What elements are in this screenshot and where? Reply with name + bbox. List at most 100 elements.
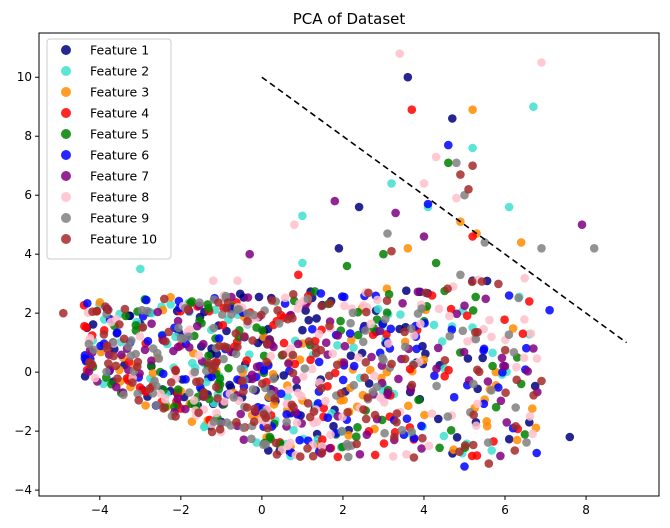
data-point <box>294 270 303 280</box>
data-point <box>516 238 526 247</box>
data-point <box>487 386 496 395</box>
data-point <box>392 417 401 427</box>
data-point <box>400 327 409 337</box>
data-point <box>485 315 494 325</box>
data-point <box>89 345 98 355</box>
data-point <box>406 324 416 334</box>
data-point <box>370 450 380 460</box>
data-point <box>355 450 365 459</box>
data-point <box>508 324 518 333</box>
data-point <box>270 394 280 403</box>
data-point <box>309 407 319 416</box>
data-point <box>303 399 313 408</box>
data-point <box>326 430 335 440</box>
data-point <box>119 390 128 400</box>
data-point <box>298 325 307 335</box>
data-point <box>141 401 150 410</box>
data-point <box>504 330 514 340</box>
data-point <box>400 354 410 364</box>
data-point <box>321 338 331 348</box>
data-point <box>325 444 335 453</box>
data-point <box>432 381 441 391</box>
data-point <box>511 403 520 412</box>
data-point <box>183 304 193 314</box>
legend-box <box>46 38 172 260</box>
data-point <box>390 432 399 442</box>
data-point <box>227 310 236 319</box>
data-point <box>469 379 478 389</box>
data-point <box>135 332 145 341</box>
data-point <box>589 244 599 253</box>
data-point <box>467 451 477 461</box>
data-point <box>483 438 493 447</box>
data-point <box>349 361 359 371</box>
data-point <box>252 362 262 372</box>
data-point <box>409 434 419 443</box>
data-point <box>452 309 462 319</box>
data-point <box>379 249 388 259</box>
data-point <box>330 196 340 206</box>
data-point <box>500 315 509 325</box>
data-point <box>314 357 324 367</box>
data-point <box>231 329 241 338</box>
data-point <box>397 425 407 435</box>
data-point <box>288 368 298 378</box>
data-point <box>280 293 290 303</box>
data-point <box>317 442 327 451</box>
data-point <box>131 349 140 359</box>
data-point <box>293 339 303 349</box>
data-point <box>512 362 521 372</box>
data-point <box>460 301 469 311</box>
data-point <box>520 273 529 283</box>
data-point <box>471 292 481 302</box>
data-point <box>199 422 209 432</box>
y-tick-label: −2 <box>14 424 32 438</box>
data-point <box>368 387 378 397</box>
data-point <box>504 202 514 212</box>
data-points <box>59 49 599 471</box>
data-point <box>312 417 322 427</box>
data-point <box>212 382 221 392</box>
data-point <box>488 348 497 358</box>
data-point <box>254 292 264 302</box>
data-point <box>452 193 461 203</box>
legend-label: Feature 6 <box>90 148 149 163</box>
data-point <box>473 399 482 409</box>
chart-title: PCA of Dataset <box>293 10 406 28</box>
data-point <box>386 324 396 334</box>
legend: Feature 1 Feature 2 Feature 3 Feature 4 Feat… <box>46 38 172 260</box>
data-point <box>176 333 186 343</box>
data-point <box>333 341 342 350</box>
data-point <box>328 349 338 358</box>
data-point <box>500 345 510 355</box>
data-point <box>373 304 383 314</box>
data-point <box>111 361 121 371</box>
data-point <box>303 294 313 304</box>
data-point <box>258 379 267 388</box>
data-point <box>303 444 312 453</box>
data-point <box>352 439 362 449</box>
data-point <box>434 304 444 314</box>
data-point <box>366 319 376 329</box>
data-point <box>523 367 532 376</box>
data-point <box>218 320 228 330</box>
y-tick-label: 4 <box>24 247 32 261</box>
data-point <box>528 429 537 439</box>
legend-label: Feature 7 <box>90 169 149 184</box>
data-point <box>430 371 439 381</box>
data-point <box>448 114 457 123</box>
data-point <box>353 330 363 340</box>
data-point <box>288 350 298 360</box>
data-point <box>104 359 113 368</box>
data-point <box>458 326 468 336</box>
data-point <box>383 388 393 398</box>
data-point <box>340 301 349 311</box>
data-point <box>190 367 200 377</box>
data-point <box>306 355 315 365</box>
data-point <box>522 343 531 353</box>
data-point <box>304 315 314 325</box>
data-point <box>338 375 348 385</box>
data-point <box>383 229 392 238</box>
data-point <box>444 140 453 150</box>
data-point <box>407 380 417 390</box>
